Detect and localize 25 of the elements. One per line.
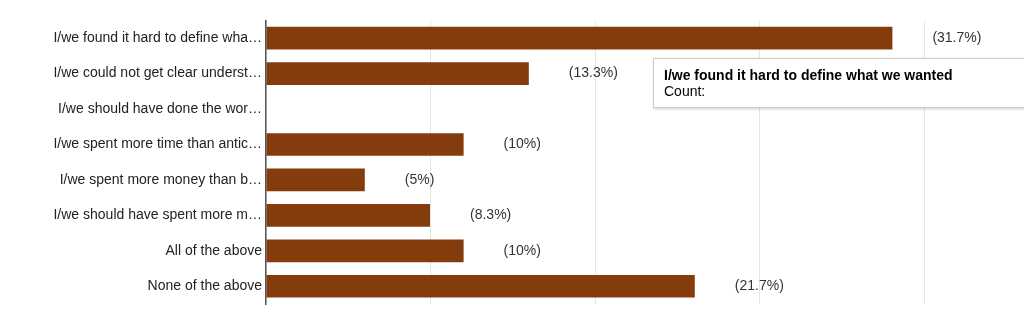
bar	[266, 274, 695, 298]
bar	[266, 204, 431, 227]
data-label: (21.7%)	[734, 277, 784, 294]
y-tick-label: I/we should have done the wor…	[58, 99, 262, 116]
bar	[266, 133, 464, 156]
data-label: (8.3%)	[470, 206, 512, 223]
y-tick-label: All of the above	[165, 241, 263, 258]
bar	[266, 168, 365, 192]
y-tick-label: I/we should have spent more m…	[53, 206, 262, 223]
bar	[266, 239, 464, 263]
tooltip-box: I/we found it hard to define what we wanted Count:	[653, 58, 1024, 108]
y-tick-label: None of the above	[147, 277, 263, 294]
bar	[266, 26, 893, 50]
y-tick-label: I/we spent more time than antic…	[53, 135, 262, 152]
data-label: (31.7%)	[932, 28, 982, 45]
annotation: Count:	[664, 83, 707, 99]
data-label: (10%)	[503, 135, 541, 152]
data-label: (5%)	[404, 170, 435, 187]
data-label: (13.3%)	[568, 64, 618, 81]
bar	[266, 62, 529, 85]
annotation: I/we found it hard to define what we wanted	[664, 67, 954, 83]
y-tick-label: I/we found it hard to define wha…	[53, 28, 262, 45]
y-tick-label: I/we spent more money than b…	[59, 170, 262, 187]
y-tick-label: I/we could not get clear underst…	[53, 64, 262, 81]
data-label: (10%)	[503, 241, 541, 258]
